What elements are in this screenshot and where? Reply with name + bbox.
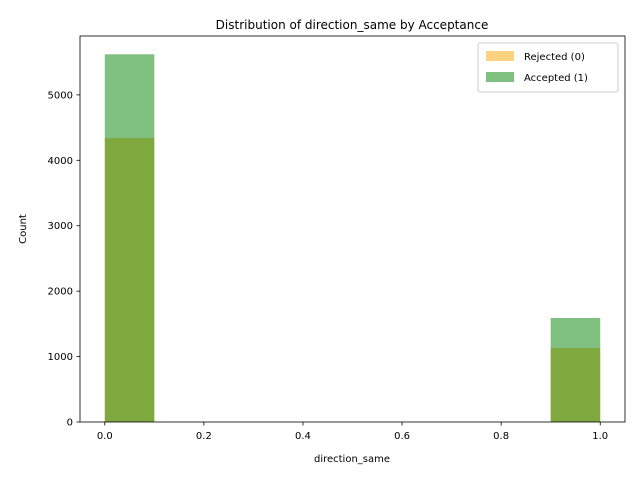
x-axis-label: direction_same — [314, 454, 390, 465]
y-axis-label: Count — [18, 214, 29, 244]
x-tick-label: 0.0 — [97, 431, 113, 442]
axes-group — [79, 35, 626, 423]
legend-label-accepted: Accepted (1) — [524, 73, 588, 84]
y-tick-label: 1000 — [48, 352, 73, 363]
x-tick-label: 0.4 — [295, 431, 311, 442]
y-tick-label: 5000 — [48, 90, 73, 101]
x-tick-label: 1.0 — [592, 431, 608, 442]
legend-swatch-accepted — [486, 72, 514, 82]
x-tick-label: 0.8 — [493, 431, 509, 442]
bar-accepted-bin-0 — [104, 54, 155, 423]
plot-frame — [79, 35, 626, 423]
x-ticks: 0.0 0.2 0.4 0.6 0.8 1.0 — [97, 422, 608, 442]
legend-box — [477, 42, 619, 93]
y-tick-label: 4000 — [48, 156, 73, 167]
x-tick-label: 0.2 — [196, 431, 212, 442]
bar-accepted-bin-1 — [550, 317, 601, 422]
legend: Rejected (0) Accepted (1) — [477, 42, 619, 93]
legend-swatch-rejected — [486, 51, 514, 61]
y-tick-label: 2000 — [48, 287, 73, 298]
y-tick-label: 3000 — [48, 221, 73, 232]
legend-label-rejected: Rejected (0) — [524, 52, 585, 63]
chart-title: Distribution of direction_same by Accept… — [216, 18, 489, 32]
bars-group — [104, 54, 601, 423]
y-tick-label: 0 — [67, 418, 73, 429]
x-tick-label: 0.6 — [394, 431, 410, 442]
y-ticks: 0 1000 2000 3000 4000 5000 — [48, 90, 80, 429]
